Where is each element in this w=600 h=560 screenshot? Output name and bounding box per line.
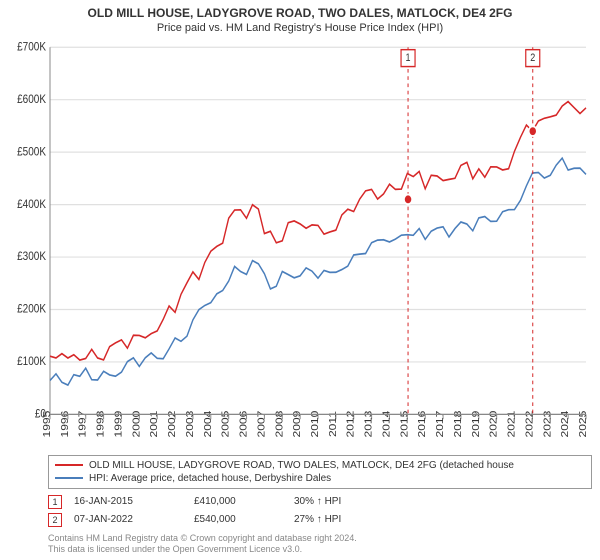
svg-text:£600K: £600K [17,93,46,106]
footer-license: This data is licensed under the Open Gov… [48,544,592,556]
transaction-pct: 30% ↑ HPI [294,496,354,507]
svg-text:1: 1 [406,52,411,64]
up-arrow-icon: ↑ [317,496,322,507]
transaction-date: 07-JAN-2022 [74,514,194,525]
transaction-pct: 27% ↑ HPI [294,514,354,525]
chart-subtitle: Price paid vs. HM Land Registry's House … [10,22,590,34]
legend-label-property: OLD MILL HOUSE, LADYGROVE ROAD, TWO DALE… [89,460,514,471]
transaction-row: 2 07-JAN-2022 £540,000 27% ↑ HPI [48,511,592,529]
legend-swatch-property [55,464,83,466]
svg-text:£700K: £700K [17,41,46,54]
line-chart-svg: £0£100K£200K£300K£400K£500K£600K£700K199… [8,40,592,451]
chart-plot-area: £0£100K£200K£300K£400K£500K£600K£700K199… [8,40,592,451]
svg-text:£100K: £100K [17,355,46,368]
footer: Contains HM Land Registry data © Crown c… [48,533,592,556]
legend-item-property: OLD MILL HOUSE, LADYGROVE ROAD, TWO DALE… [55,459,585,472]
chart-container: OLD MILL HOUSE, LADYGROVE ROAD, TWO DALE… [0,0,600,560]
svg-text:£300K: £300K [17,250,46,263]
up-arrow-icon: ↑ [317,514,322,525]
transaction-badge: 1 [48,495,62,509]
chart-title: OLD MILL HOUSE, LADYGROVE ROAD, TWO DALE… [10,6,590,20]
legend: OLD MILL HOUSE, LADYGROVE ROAD, TWO DALE… [48,455,592,489]
svg-text:£400K: £400K [17,198,46,211]
footer-copyright: Contains HM Land Registry data © Crown c… [48,533,592,545]
transaction-price: £410,000 [194,496,294,507]
transactions-table: 1 16-JAN-2015 £410,000 30% ↑ HPI 2 07-JA… [48,493,592,529]
transaction-date: 16-JAN-2015 [74,496,194,507]
legend-label-hpi: HPI: Average price, detached house, Derb… [89,473,331,484]
legend-item-hpi: HPI: Average price, detached house, Derb… [55,472,585,485]
svg-text:2: 2 [530,52,535,64]
title-area: OLD MILL HOUSE, LADYGROVE ROAD, TWO DALE… [0,0,600,36]
transaction-badge: 2 [48,513,62,527]
svg-text:£200K: £200K [17,303,46,316]
legend-swatch-hpi [55,477,83,479]
transaction-row: 1 16-JAN-2015 £410,000 30% ↑ HPI [48,493,592,511]
svg-text:£500K: £500K [17,146,46,159]
transaction-price: £540,000 [194,514,294,525]
